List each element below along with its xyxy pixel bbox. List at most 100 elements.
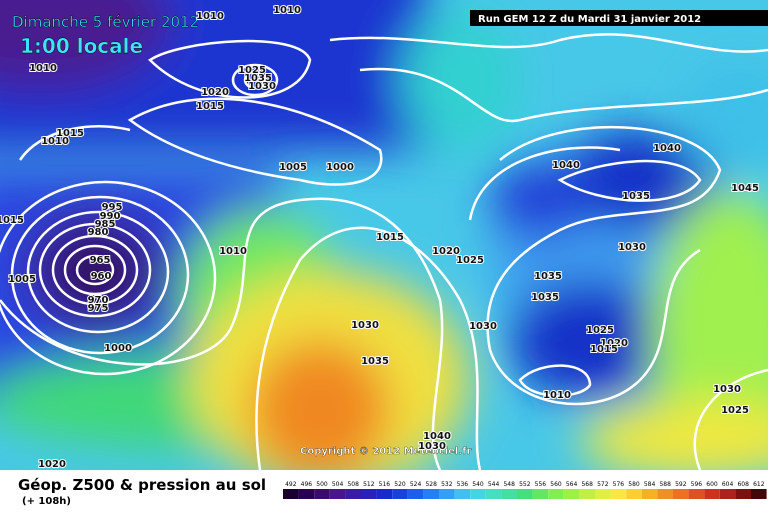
scale-label: 528 [425,481,437,488]
scale-label: 576 [613,481,625,488]
isobar-label: 1010 [29,63,57,74]
scale-swatch [485,489,502,499]
isobar-label: 1040 [653,143,681,154]
footer-title: Géop. Z500 & pression au sol [18,476,266,494]
isobar-label: 1030 [469,321,497,332]
scale-swatch [688,489,705,499]
scale-label: 532 [441,481,453,488]
scale-swatch [439,489,455,499]
scale-label: 588 [659,481,671,488]
scale-swatch [735,489,751,499]
scale-swatch [673,489,689,499]
scale-label: 500 [316,481,328,488]
isobar-label: 1020 [38,459,66,470]
scale-label: 512 [363,481,375,488]
scale-label: 516 [379,481,391,488]
scale-label: 524 [410,481,422,488]
scale-swatch [657,489,673,499]
isobar-label: 985 [95,219,116,230]
isobar-label: 1000 [104,343,132,354]
scale-label: 572 [597,481,609,488]
scale-label: 544 [488,481,500,488]
scale-label: 612 [753,481,765,488]
isobar-label: 1035 [361,356,389,367]
isobar-label: 1010 [543,390,571,401]
scale-label: 508 [347,481,359,488]
scale-swatch [361,489,377,499]
isobar-label: 1030 [713,384,741,395]
scale-label: 556 [535,481,547,488]
isobar-label: 975 [88,303,109,314]
scale-label: 548 [503,481,515,488]
isobar-label: 1015 [376,232,404,243]
isobar-label: 960 [91,271,112,282]
scale-swatch [329,489,346,499]
scale-swatch [392,489,408,499]
scale-swatch [704,489,720,499]
scale-label: 540 [472,481,484,488]
scale-label: 568 [581,481,593,488]
isobar-label: 965 [90,255,111,266]
isobar-label: 1010 [273,5,301,16]
scale-swatch [314,489,330,499]
scale-label: 596 [691,481,703,488]
scale-swatch [610,489,627,499]
isobar-label: 990 [100,211,121,222]
isobar-label: 995 [102,202,123,213]
isobar-label: 1025 [456,255,484,266]
scale-swatch [719,489,736,499]
run-bar [470,10,768,26]
isobar-label: 1020 [600,338,628,349]
copyright: Copyright © 2012 Meteociel.fr [300,446,471,457]
field [0,0,768,470]
run-info: Run GEM 12 Z du Mardi 31 janvier 2012 [478,14,701,25]
isobar-label: 1010 [41,136,69,147]
scale-label: 552 [519,481,531,488]
isobar-label: 1010 [219,246,247,257]
scale-label: 520 [394,481,406,488]
scale-swatch [501,489,517,499]
scale-swatch [751,489,767,499]
isobar-label: 1020 [432,246,460,257]
isobar-label: 1035 [244,73,272,84]
scale-label: 592 [675,481,687,488]
scale-swatch [376,489,393,499]
scale-swatch [641,489,658,499]
scale-swatch [532,489,549,499]
isobar-label: 1005 [8,274,36,285]
isobar-label: 1030 [351,320,379,331]
isobar-lines [0,33,768,470]
scale-swatch [548,489,564,499]
isobar-label: 1015 [590,344,618,355]
scale-label: 504 [332,481,344,488]
isobar-label: 1045 [731,183,759,194]
scale-label: 600 [706,481,718,488]
isobar-label: 1025 [586,325,614,336]
isobar-label: 1005 [279,162,307,173]
isobar-label: 1020 [201,87,229,98]
scale-label: 580 [628,481,640,488]
footer-lead: (+ 108h) [22,496,71,507]
scale-swatch [579,489,595,499]
isobar-label: 980 [88,227,109,238]
scale-swatch [423,489,439,499]
isobar-label: 1035 [622,191,650,202]
scale-swatch [626,489,642,499]
isobar-label: 1040 [423,431,451,442]
isobar-label: 1015 [56,128,84,139]
scale-swatch [283,489,299,499]
scale-label: 608 [737,481,749,488]
scale-label: 584 [644,481,656,488]
scale-label: 492 [285,481,297,488]
isobar-label: 1015 [196,101,224,112]
scale-swatch [407,489,424,499]
isobar-label: 1035 [531,292,559,303]
isobar-label: 1030 [618,242,646,253]
isobar-label: 1030 [248,81,276,92]
scale-swatch [345,489,361,499]
isobar-label: 1015 [0,215,24,226]
time: 1:00 locale [20,34,143,58]
isobar-label: 970 [88,295,109,306]
